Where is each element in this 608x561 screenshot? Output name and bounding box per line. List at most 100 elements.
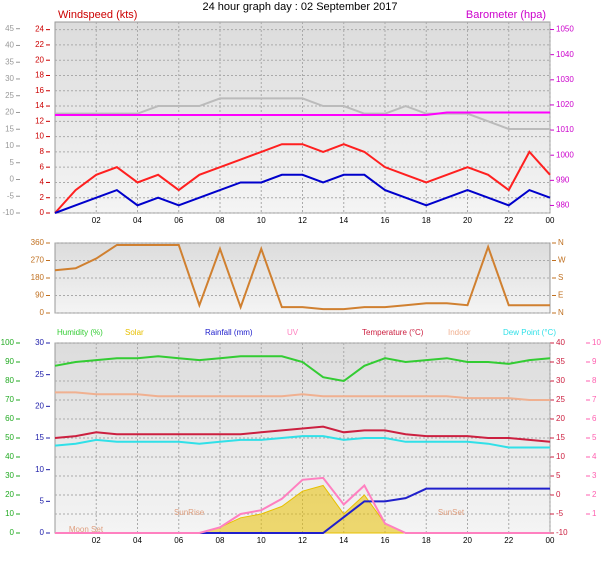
y2-tick-label: -5: [556, 509, 564, 518]
y-tick-label: 24: [35, 25, 44, 34]
y2-tick-label: -10: [556, 528, 568, 537]
x-tick-label: 14: [339, 536, 348, 545]
y-tick-label: 90: [5, 357, 14, 366]
y2-tick-label: 15: [556, 433, 565, 442]
legend-entry: UV: [287, 328, 299, 337]
y3-tick-label: -10: [2, 208, 14, 217]
series-line: [54, 173, 551, 214]
y-tick-label: 360: [31, 238, 45, 247]
y4-tick-label: 1: [592, 509, 597, 518]
x-tick-label: 10: [257, 216, 266, 225]
y2-tick-label: 30: [556, 376, 565, 385]
y3-tick-label: 5: [40, 496, 45, 505]
y-tick-label: 22: [35, 40, 44, 49]
y-tick-label: 50: [5, 433, 14, 442]
y-tick-label: 20: [35, 55, 44, 64]
series-line: [55, 97, 550, 130]
y-tick-label: 4: [40, 178, 45, 187]
y2-tick-label: 1050: [556, 25, 574, 34]
series-line: [54, 355, 551, 383]
y3-tick-label: 10: [35, 465, 44, 474]
y3-tick-label: 30: [35, 338, 44, 347]
y2-tick-label: 1020: [556, 100, 574, 109]
y2-tick-label: 5: [556, 471, 561, 480]
y-tick-label: 6: [40, 162, 45, 171]
y3-tick-label: 40: [5, 41, 14, 50]
x-tick-label: 16: [381, 216, 390, 225]
x-tick-label: 00: [546, 216, 555, 225]
y3-tick-label: 20: [5, 108, 14, 117]
x-tick-label: 12: [298, 536, 307, 545]
y2-tick-label: 25: [556, 395, 565, 404]
y2-tick-label: 0: [556, 490, 561, 499]
y2-tick-label: N: [558, 238, 564, 247]
y4-tick-label: 4: [592, 452, 597, 461]
y2-tick-label: 1000: [556, 150, 574, 159]
y3-tick-label: 15: [35, 433, 44, 442]
y2-tick-label: 1040: [556, 50, 574, 59]
y3-tick-label: 15: [5, 124, 14, 133]
y2-tick-label: N: [558, 308, 564, 317]
annotation: SunRise: [174, 508, 205, 517]
y-tick-label: 0: [40, 308, 45, 317]
y-axis-label: Windspeed (kts): [58, 9, 137, 21]
legend-entry: Rainfall (mm): [205, 328, 253, 337]
series-line: [54, 425, 551, 443]
y3-tick-label: 30: [5, 74, 14, 83]
y-tick-label: 0: [10, 528, 15, 537]
legend-entry: Indoor: [448, 328, 471, 337]
x-tick-label: 00: [546, 536, 555, 545]
y3-tick-label: 0: [10, 175, 15, 184]
x-tick-label: 06: [174, 216, 183, 225]
y3-tick-label: 20: [35, 401, 44, 410]
x-tick-label: 08: [216, 536, 225, 545]
y-tick-label: 40: [5, 452, 14, 461]
y3-tick-label: 25: [35, 370, 44, 379]
y-tick-label: 60: [5, 414, 14, 423]
y4-tick-label: 5: [592, 433, 597, 442]
y2-tick-label: 980: [556, 201, 570, 210]
y-tick-label: 30: [5, 471, 14, 480]
y2-tick-label: 1010: [556, 125, 574, 134]
y4-tick-label: 10: [592, 338, 601, 347]
x-tick-label: 04: [133, 536, 142, 545]
y3-tick-label: -5: [7, 191, 15, 200]
y2-tick-label: E: [558, 291, 563, 300]
x-tick-label: 18: [422, 216, 431, 225]
x-tick-label: 02: [92, 216, 101, 225]
y4-tick-label: 3: [592, 471, 597, 480]
y3-tick-label: 25: [5, 91, 14, 100]
y-tick-label: 12: [35, 116, 44, 125]
y-tick-label: 100: [1, 338, 15, 347]
series-line: [54, 435, 550, 449]
y-tick-label: 80: [5, 376, 14, 385]
series-line: [54, 243, 550, 311]
y-tick-label: 18: [35, 71, 44, 80]
y-tick-label: 14: [35, 101, 44, 110]
y2-tick-label: S: [558, 273, 563, 282]
y-tick-label: 10: [35, 132, 44, 141]
y-tick-label: 2: [40, 193, 45, 202]
y3-tick-label: 0: [40, 528, 45, 537]
y2-tick-label: 40: [556, 338, 565, 347]
x-tick-label: 22: [504, 216, 513, 225]
x-tick-label: 18: [422, 536, 431, 545]
x-tick-label: 20: [463, 216, 472, 225]
plot-area: [54, 21, 551, 214]
y-tick-label: 180: [31, 273, 45, 282]
y3-tick-label: 45: [5, 24, 14, 33]
series-line: [55, 111, 550, 116]
series-line: [55, 476, 550, 534]
y2-tick-label: 10: [556, 452, 565, 461]
y4-tick-label: 8: [592, 376, 597, 385]
series-line: [55, 391, 550, 401]
x-tick-label: 20: [463, 536, 472, 545]
annotation: SunSet: [438, 508, 465, 517]
chart-title: 24 hour graph day : 02 September 2017: [202, 1, 397, 13]
y3-tick-label: 10: [5, 141, 14, 150]
x-tick-label: 12: [298, 216, 307, 225]
y-tick-label: 0: [40, 208, 45, 217]
y3-tick-label: 35: [5, 57, 14, 66]
legend-entry: Solar: [125, 328, 144, 337]
